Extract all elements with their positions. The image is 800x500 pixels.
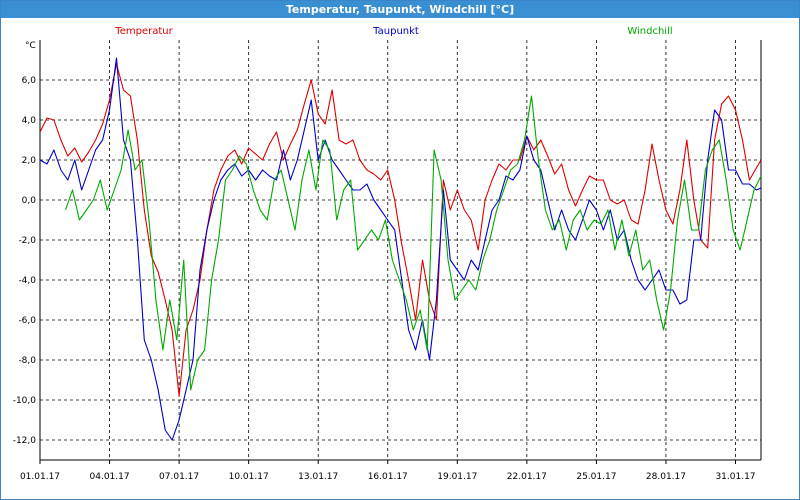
- x-tick-label: 13.01.17: [298, 472, 338, 482]
- y-tick-label: 2,0: [22, 156, 37, 166]
- chart-series: [39, 57, 762, 441]
- x-tick-label: 16.01.17: [368, 472, 408, 482]
- y-tick-label: -2,0: [18, 236, 36, 246]
- window-title: Temperatur, Taupunkt, Windchill [°C]: [1, 1, 799, 18]
- y-tick-label: 6,0: [22, 76, 37, 86]
- y-tick-label: 4,0: [22, 116, 37, 126]
- x-tick-label: 07.01.17: [159, 472, 199, 482]
- chart-labels: 6,0 4,0 2,0 0,0 -2,0 -4,0 -6,0 -8,0 -10,0 -12,0 01…: [13, 26, 756, 482]
- x-tick-label: 31.01.17: [715, 472, 755, 482]
- y-tick-label: -10,0: [13, 396, 37, 406]
- y-tick-label: -6,0: [18, 316, 36, 326]
- x-tick-label: 28.01.17: [646, 472, 686, 482]
- x-tick-label: 10.01.17: [229, 472, 269, 482]
- y-tick-label: -8,0: [18, 356, 36, 366]
- chart-axes: [39, 40, 762, 464]
- series-line-temperatur: [39, 63, 762, 397]
- legend-taupunkt: Taupunkt: [372, 26, 419, 37]
- series-line-taupunkt: [39, 57, 762, 441]
- x-tick-label: 19.01.17: [437, 472, 477, 482]
- y-tick-label: -4,0: [18, 276, 36, 286]
- x-tick-label: 01.01.17: [20, 472, 60, 482]
- legend-windchill: Windchill: [627, 26, 672, 37]
- y-tick-label: -12,0: [13, 436, 37, 446]
- y-tick-label: 0,0: [22, 196, 37, 206]
- series-line-windchill: [64, 95, 762, 391]
- x-tick-label: 04.01.17: [90, 472, 130, 482]
- y-axis-unit: °C: [25, 41, 36, 51]
- legend-temperatur: Temperatur: [114, 26, 173, 37]
- x-tick-label: 25.01.17: [576, 472, 616, 482]
- chart-grid: [40, 40, 761, 460]
- x-tick-label: 22.01.17: [507, 472, 547, 482]
